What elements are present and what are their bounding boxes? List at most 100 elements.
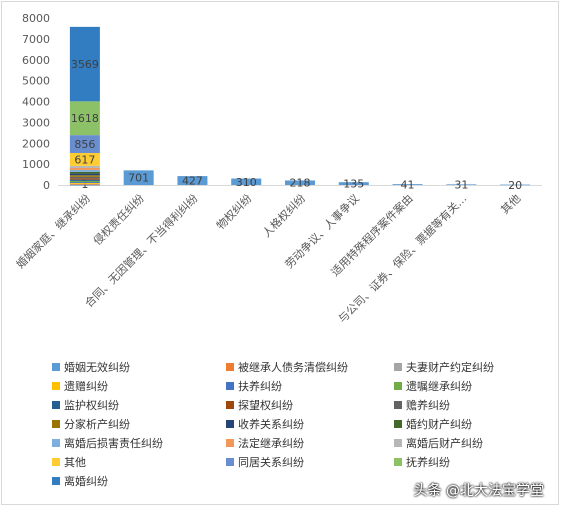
stack-segment [69,175,100,177]
legend-item: 离婚后损害责任纠纷 [52,434,163,452]
bar [123,170,154,185]
data-label: 135 [343,178,364,191]
stack-segment [69,135,100,153]
y-tick-label: 3000 [22,116,50,129]
legend-swatch [226,401,234,409]
legend-swatch [394,382,402,390]
legend-label: 赡养纠纷 [406,399,450,412]
bar-chart: 0100020003000400050006000700080001617856… [13,12,542,326]
legend-label: 遗赠纠纷 [64,380,108,393]
y-tick-label: 7000 [22,33,50,46]
legend-item: 收养关系纠纷 [226,415,304,433]
data-label: 617 [74,153,95,166]
legend-swatch [52,458,60,466]
x-tick-label: 人格权纠纷 [259,191,308,240]
legend-label: 扶养纠纷 [238,380,282,393]
legend-item: 夫妻财产约定纠纷 [394,358,494,376]
legend-item: 遗赠纠纷 [52,377,108,395]
stack-segment [69,182,100,183]
legend-label: 离婚后财产纠纷 [406,437,483,450]
legend-label: 遗嘱继承纠纷 [406,380,472,393]
data-label: 427 [182,175,203,188]
legend-item: 赡养纠纷 [394,396,450,414]
stack-segment [69,184,100,186]
data-label: 31 [454,179,468,192]
stack-segment [69,182,100,184]
watermark: 头条 @北大法宝学堂 [413,483,544,499]
bar [446,184,477,185]
y-tick-label: 8000 [22,12,50,25]
legend-swatch [52,439,60,447]
stack-segment [69,152,100,166]
legend-swatch [394,439,402,447]
legend-label: 离婚后损害责任纠纷 [64,437,163,450]
data-label: 1618 [71,112,99,125]
bar [231,178,262,185]
legend-swatch [394,420,402,428]
legend-swatch [226,382,234,390]
legend-item: 遗嘱继承纠纷 [394,377,472,395]
x-tick-label: 其他 [498,192,523,217]
legend-swatch [226,458,234,466]
stack-segment [69,26,100,102]
bar [285,180,315,185]
data-label: 20 [508,179,522,192]
legend-item: 分家析产纠纷 [52,415,130,433]
stack-segment [69,169,100,172]
legend-label: 其他 [64,456,86,469]
legend-item: 婚约财产纠纷 [394,415,472,433]
stack-segment [69,165,100,168]
legend-label: 同居关系纠纷 [238,456,304,469]
legend-item: 探望权纠纷 [226,396,293,414]
x-tick-label: 侵权责任纠纷 [91,192,147,248]
y-tick-label: 4000 [22,96,50,109]
legend-swatch [52,420,60,428]
y-tick-label: 2000 [22,137,50,150]
stack-segment [69,176,100,179]
stack-segment [69,167,100,170]
legend-swatch [52,363,60,371]
stack-segment [69,178,100,180]
legend-item: 抚养纠纷 [394,453,450,471]
legend-swatch [226,420,234,428]
legend-label: 监护权纠纷 [64,399,119,412]
legend-label: 抚养纠纷 [406,456,450,469]
bar [392,184,423,185]
legend-swatch [226,363,234,371]
legend-item: 婚姻无效纠纷 [52,358,130,376]
x-tick-label: 合同、无因管理、不当得利纠纷 [82,191,201,310]
bar [338,182,369,185]
legend-label: 婚约财产纠纷 [406,418,472,431]
y-tick-label: 5000 [22,75,50,88]
stack-segment [69,101,100,136]
legend-label: 法定继承纠纷 [238,437,304,450]
bar [177,176,208,185]
legend-item: 监护权纠纷 [52,396,119,414]
legend-item: 其他 [52,453,86,471]
y-tick-label: 1000 [22,158,50,171]
bar [500,184,531,186]
legend-label: 夫妻财产约定纠纷 [406,361,494,374]
legend-label: 分家析产纠纷 [64,418,130,431]
stack-segment [69,180,100,183]
legend-swatch [394,363,402,371]
legend-item: 法定继承纠纷 [226,434,304,452]
y-tick-label: 0 [43,179,50,192]
data-label: 218 [290,177,311,190]
legend-label: 被继承人债务清偿纠纷 [238,361,348,374]
legend-item: 同居关系纠纷 [226,453,304,471]
data-label: 310 [236,176,257,189]
y-tick-label: 6000 [22,54,50,67]
data-label: 856 [74,138,95,151]
x-tick-label: 婚姻家庭、继承纠纷 [13,191,93,271]
stack-segment [69,184,100,186]
legend-item: 被继承人债务清偿纠纷 [226,358,348,376]
legend-swatch [52,401,60,409]
legend-item: 离婚纠纷 [52,472,108,490]
legend-item: 扶养纠纷 [226,377,282,395]
legend-label: 离婚纠纷 [64,475,108,488]
legend-label: 探望权纠纷 [238,399,293,412]
data-label: 41 [401,179,415,192]
stack-segment [69,173,100,176]
